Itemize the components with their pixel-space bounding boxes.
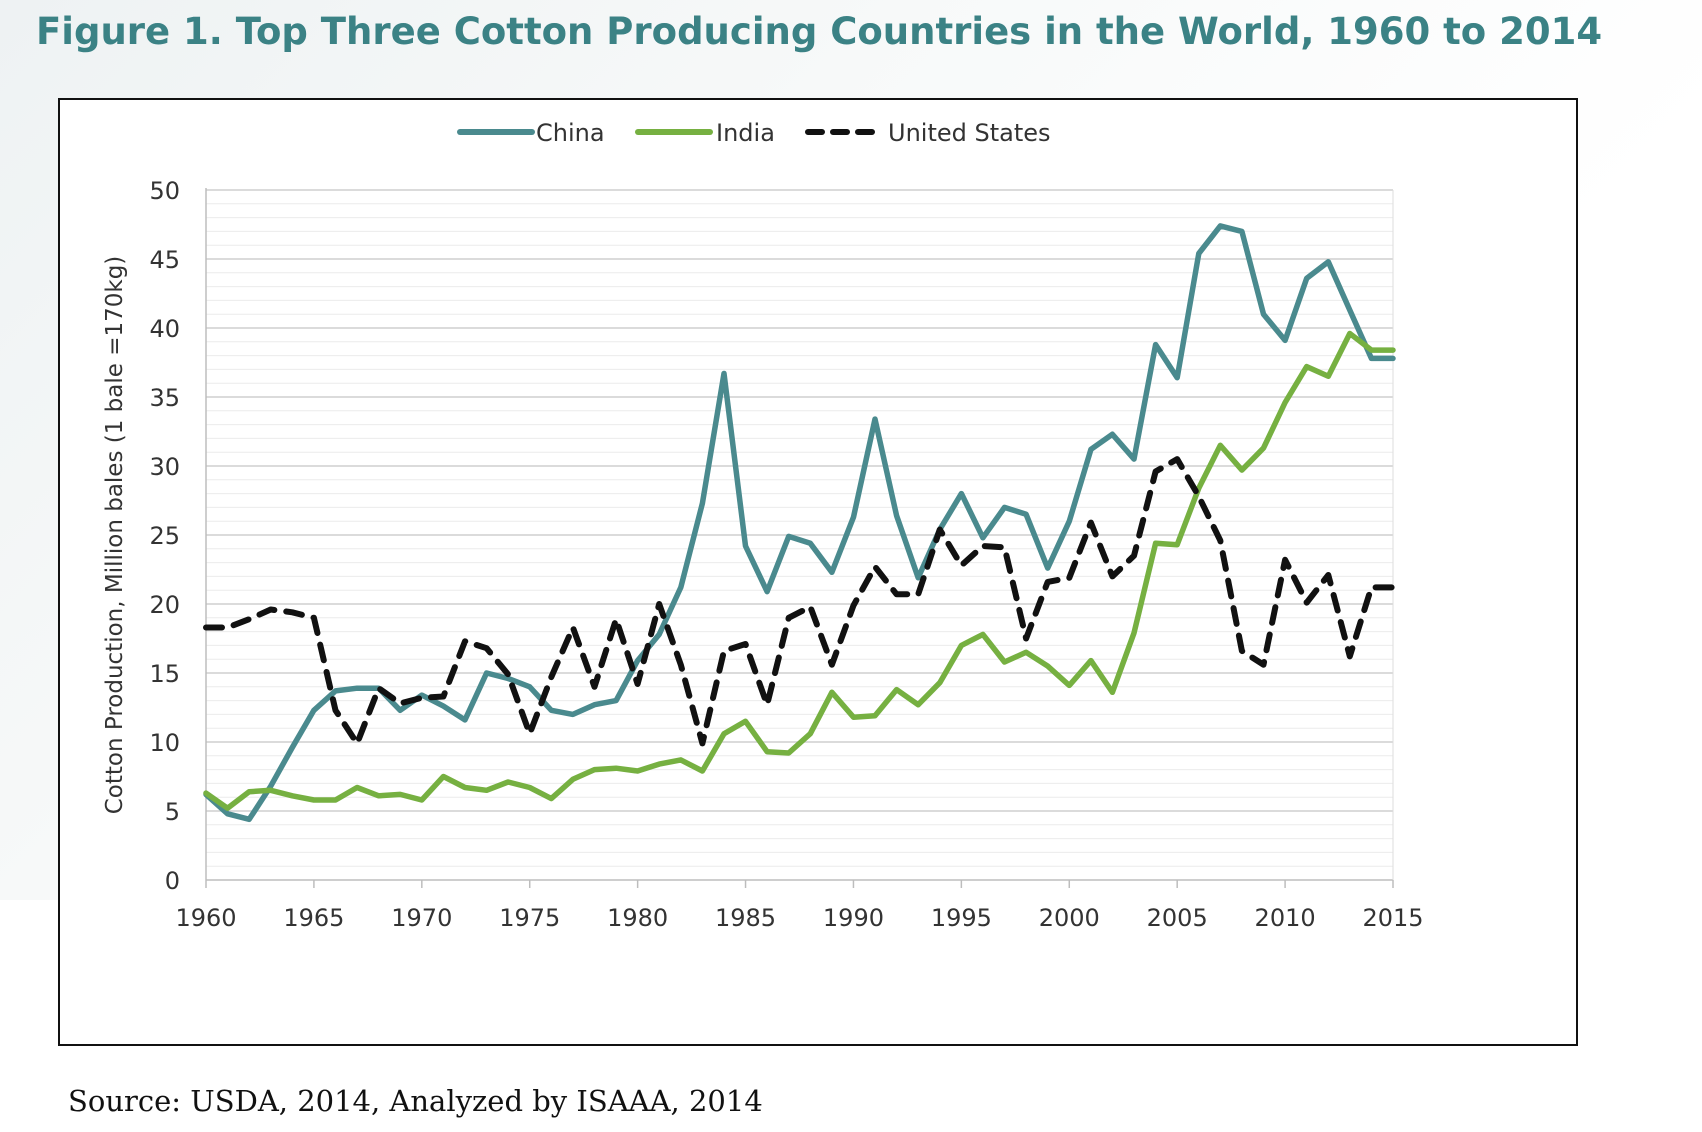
y-tick-labels: 0 5 10 15 20 25 30 35 40 45 50 — [149, 177, 180, 895]
legend-label-china: China — [536, 119, 605, 147]
x-tick-label: 1960 — [175, 904, 236, 932]
x-tick-label: 2005 — [1147, 904, 1208, 932]
y-tick-label: 25 — [149, 522, 180, 550]
axes — [205, 188, 1394, 888]
x-tick-label: 2015 — [1362, 904, 1423, 932]
x-tick-label: 2000 — [1039, 904, 1100, 932]
y-tick-label: 10 — [149, 729, 180, 757]
y-tick-label: 0 — [165, 867, 180, 895]
x-tick-label: 1965 — [283, 904, 344, 932]
y-tick-label: 15 — [149, 660, 180, 688]
x-tick-label: 1975 — [499, 904, 560, 932]
series-line-united-states — [203, 456, 1396, 747]
x-tick-label: 1995 — [931, 904, 992, 932]
source-note: Source: USDA, 2014, Analyzed by ISAAA, 2… — [68, 1084, 763, 1118]
y-axis-label: Cotton Production, Million bales (1 bale… — [102, 256, 128, 815]
legend-label-india: India — [716, 119, 775, 147]
series-lines — [203, 223, 1396, 823]
y-tick-label: 35 — [149, 384, 180, 412]
y-tick-label: 30 — [149, 453, 180, 481]
line-chart: 0 5 10 15 20 25 30 35 40 45 50 1960 1965 1970 1975 198… — [102, 119, 1424, 932]
chart-frame: 0 5 10 15 20 25 30 35 40 45 50 1960 1965 1970 1975 198… — [58, 98, 1578, 1046]
y-tick-label: 45 — [149, 246, 180, 274]
y-tick-label: 5 — [165, 798, 180, 826]
y-tick-label: 40 — [149, 315, 180, 343]
x-tick-labels: 1960 1965 1970 1975 1980 1985 1990 1995 2000 2005… — [175, 904, 1423, 932]
x-tick-label: 1990 — [823, 904, 884, 932]
x-tick-label: 1985 — [715, 904, 776, 932]
y-tick-label: 20 — [149, 591, 180, 619]
x-tick-label: 1970 — [391, 904, 452, 932]
figure-title: Figure 1. Top Three Cotton Producing Cou… — [36, 10, 1603, 53]
x-tick-label: 2010 — [1255, 904, 1316, 932]
x-tick-label: 1980 — [607, 904, 668, 932]
legend-label-united-states: United States — [888, 119, 1051, 147]
series-line-india — [203, 330, 1396, 811]
legend: China India United States — [457, 119, 1051, 147]
series-line-china — [203, 223, 1396, 823]
y-tick-label: 50 — [149, 177, 180, 205]
